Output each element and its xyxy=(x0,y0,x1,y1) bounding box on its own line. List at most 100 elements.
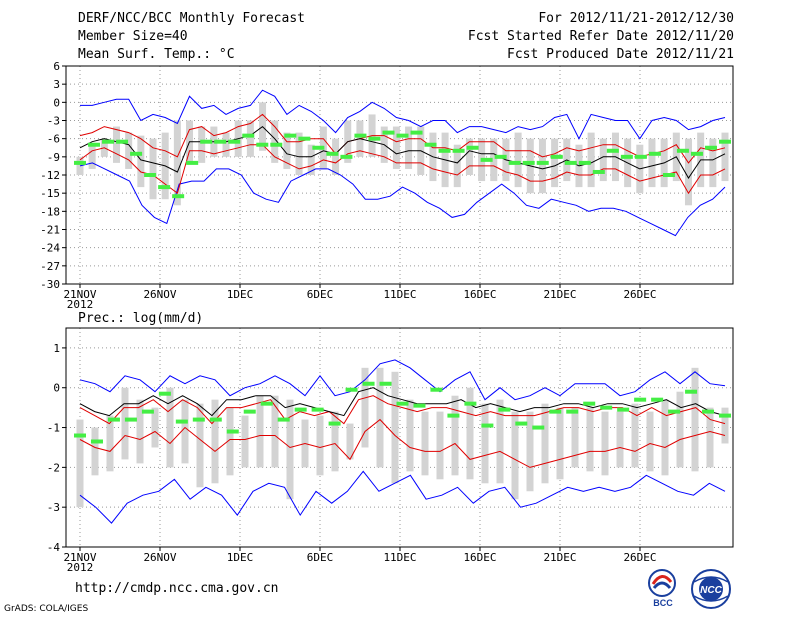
temp-observed-mark xyxy=(368,136,381,141)
prec-spread-box xyxy=(361,367,369,448)
temp-observed-mark xyxy=(102,139,115,144)
prec-xtick-label: 26NOV xyxy=(143,551,176,564)
source-url[interactable]: http://cmdp.ncc.cma.gov.cn xyxy=(75,581,279,596)
temp-observed-mark xyxy=(396,133,409,138)
temp-ytick-label: 3 xyxy=(53,78,60,91)
prec-xtick-label: 16DEC xyxy=(463,551,496,564)
prec-spread-box xyxy=(721,407,729,444)
variable-label: Mean Surf. Temp.: °C xyxy=(78,47,235,62)
prec-spread-box xyxy=(151,407,159,448)
temp-spread-box xyxy=(307,144,315,175)
temp-spread-box xyxy=(684,138,692,206)
prec-line-lower xyxy=(79,418,726,468)
temp-observed-mark xyxy=(634,154,647,159)
temp-xtick-label: 1DEC xyxy=(227,288,254,301)
temp-observed-mark xyxy=(326,151,339,156)
prec-observed-mark xyxy=(447,413,460,418)
prec-ytick-label: -4 xyxy=(47,541,61,554)
prec-observed-mark xyxy=(243,409,256,414)
prec-spread-box xyxy=(421,411,429,476)
prec-spread-box xyxy=(121,387,129,460)
prec-observed-mark xyxy=(532,425,545,430)
temp-line-lower xyxy=(79,144,726,195)
prec-observed-mark xyxy=(498,407,511,412)
precipitation-chart: 21NOV 26NOV 1DEC 6DEC 11DEC 16DEC 21DEC 26DEC 20… xyxy=(47,311,734,574)
temp-observed-mark xyxy=(158,185,171,190)
prec-observed-mark xyxy=(566,409,579,414)
prec-ytick-label: 1 xyxy=(53,342,60,355)
temp-xtick-label: 21DEC xyxy=(543,288,576,301)
temp-xtick-label: 26NOV xyxy=(143,288,176,301)
temp-spread-box xyxy=(222,132,230,157)
prec-observed-mark xyxy=(311,407,324,412)
prec-spread-box xyxy=(166,387,174,468)
temp-frame xyxy=(65,65,734,285)
temp-ytick-label: -24 xyxy=(40,242,60,255)
prec-line-mean xyxy=(79,387,726,417)
temp-spread-box xyxy=(88,144,96,169)
temp-spread-box xyxy=(599,138,607,182)
temp-observed-mark xyxy=(186,160,199,165)
forecast-period-label: For 2012/11/21-2012/12/30 xyxy=(538,11,734,26)
prec-spread-box xyxy=(316,415,324,476)
temp-observed-mark xyxy=(564,160,577,165)
ncc-logo-text: NCC xyxy=(700,585,722,596)
temp-xtick-label: 11DEC xyxy=(383,288,416,301)
prec-observed-mark xyxy=(175,419,188,424)
temp-spread-box xyxy=(198,126,206,163)
prec-spread-box xyxy=(586,407,594,472)
temp-observed-mark xyxy=(144,173,157,177)
prec-observed-mark xyxy=(515,421,528,426)
temp-spread-box xyxy=(125,132,133,169)
temp-spread-box xyxy=(721,132,729,182)
prec-spread-box xyxy=(481,403,489,484)
prec-xtick-label: 21DEC xyxy=(543,551,576,564)
prec-xtick-label: 11DEC xyxy=(383,551,416,564)
temp-ytick-label: -15 xyxy=(40,187,60,200)
prec-spread-box xyxy=(661,399,669,476)
prec-spread-box xyxy=(601,411,609,476)
prec-observed-mark xyxy=(719,413,731,418)
prec-spread-box xyxy=(706,407,714,468)
temp-line-max xyxy=(80,89,726,140)
temp-ytick-label: -21 xyxy=(40,224,60,237)
temp-spread-box xyxy=(76,156,84,175)
temp-ytick-label: -18 xyxy=(40,205,60,218)
temp-spread-box xyxy=(149,138,157,200)
temp-observed-mark xyxy=(494,154,507,159)
prec-spread-box xyxy=(466,387,474,480)
prec-observed-mark xyxy=(362,381,375,386)
prec-observed-mark xyxy=(702,409,715,414)
temp-observed-mark xyxy=(298,136,311,141)
prec-observed-mark xyxy=(668,409,681,414)
prec-spread-box xyxy=(286,399,294,500)
prec-spread-box xyxy=(136,399,144,464)
produced-date-label: Fcst Produced Date 2012/11/21 xyxy=(507,47,734,62)
temp-spread-box xyxy=(551,138,559,188)
temp-spread-box xyxy=(295,132,303,175)
prec-spread-box xyxy=(616,411,624,468)
temp-observed-mark xyxy=(354,133,367,138)
temp-spread-box xyxy=(137,135,145,188)
prec-ytick-label: 0 xyxy=(53,382,60,395)
prec-observed-mark xyxy=(413,403,426,408)
bcc-logo-text: BCC xyxy=(653,598,673,608)
temp-xtick-label: 21NOV xyxy=(63,288,96,301)
prec-spread-box xyxy=(241,415,249,468)
temp-spread-box xyxy=(648,138,656,188)
prec-observed-mark xyxy=(107,417,120,422)
temp-line-upper xyxy=(79,113,726,164)
temp-ytick-label: -9 xyxy=(47,151,60,164)
temp-observed-mark xyxy=(270,142,283,147)
prec-observed-mark xyxy=(209,417,222,422)
prec-title: Prec.: log(mm/d) xyxy=(78,311,203,326)
temp-line-min xyxy=(79,162,726,237)
prec-spread-box xyxy=(91,427,99,476)
prec-spread-box xyxy=(541,403,549,484)
temp-observed-mark xyxy=(620,154,633,159)
prec-spread-box xyxy=(346,423,354,460)
temp-observed-mark xyxy=(690,151,703,156)
prec-xtick-label: 1DEC xyxy=(227,551,254,564)
prec-ytick-label: -3 xyxy=(47,501,60,514)
temp-observed-mark xyxy=(704,145,717,150)
